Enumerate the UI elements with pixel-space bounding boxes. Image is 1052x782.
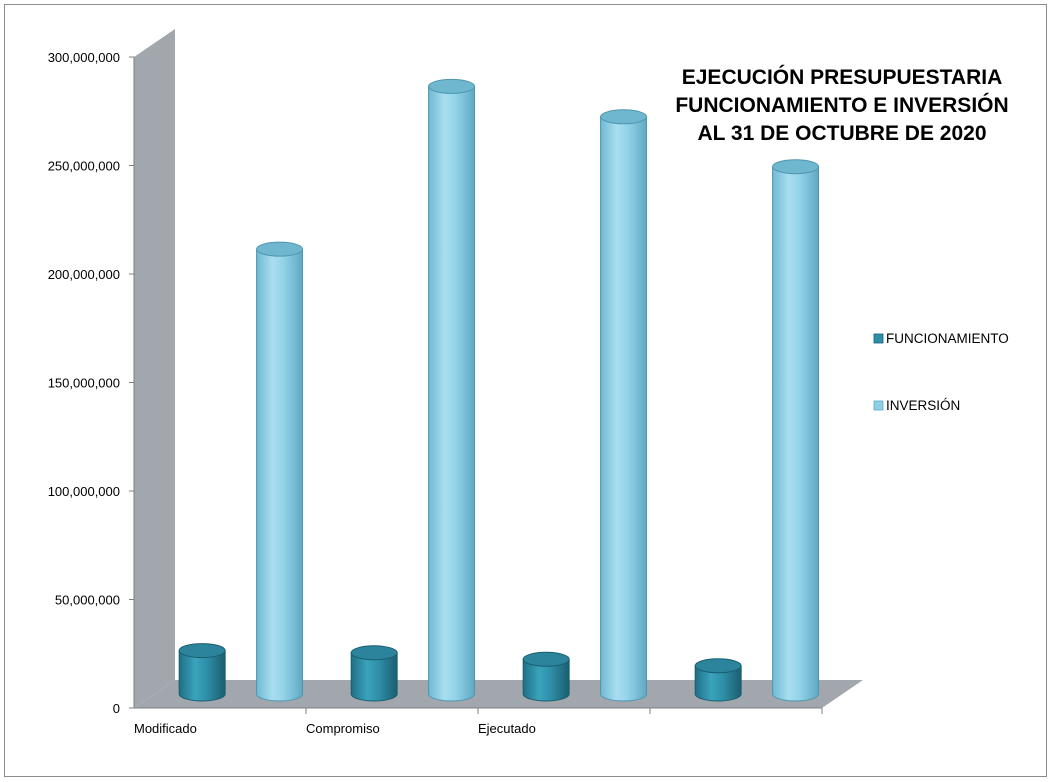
side-wall <box>134 29 175 708</box>
y-tick-label: 300,000,000 <box>48 50 120 65</box>
bar-inversion <box>256 241 304 702</box>
bar-body <box>694 665 742 702</box>
chart-title-line-1: EJECUCIÓN PRESUPUESTARIA <box>682 65 1003 89</box>
chart-title: EJECUCIÓN PRESUPUESTARIA FUNCIONAMIENTO … <box>675 65 1008 145</box>
bar-top <box>772 159 820 175</box>
bar-funcionamiento <box>694 658 742 702</box>
x-category-label: Compromiso <box>306 721 380 736</box>
bar-body <box>600 116 648 702</box>
bar-top <box>256 241 304 257</box>
bar-body <box>178 650 226 702</box>
legend-swatch-funcionamiento <box>873 333 884 344</box>
floor <box>134 680 863 708</box>
bar-body <box>350 652 398 702</box>
chart-title-line-2: FUNCIONAMIENTO E INVERSIÓN <box>675 93 1008 117</box>
y-axis: 0 50,000,000 100,000,000 150,000,000 200,000… <box>48 50 823 736</box>
bar-top <box>178 643 226 659</box>
bar-body <box>522 658 570 702</box>
x-category-label: Modificado <box>134 721 197 736</box>
bar-funcionamiento <box>522 651 570 702</box>
chart-title-line-3: AL 31 DE OCTUBRE DE 2020 <box>697 122 986 145</box>
legend-label-inversion: INVERSIÓN <box>886 398 960 413</box>
bar-top <box>350 645 398 661</box>
x-category-label: Ejecutado <box>478 721 536 736</box>
bar-top <box>600 109 648 125</box>
bar-funcionamiento <box>178 643 226 702</box>
bar-body <box>428 85 476 702</box>
legend-swatch-inversion <box>873 400 884 411</box>
y-tick-label: 200,000,000 <box>48 267 120 282</box>
bar-body <box>772 166 820 702</box>
y-tick-label: 250,000,000 <box>48 159 120 174</box>
bar-top <box>428 78 476 94</box>
legend-label-funcionamiento: FUNCIONAMIENTO <box>886 331 1009 346</box>
bar-inversion <box>600 109 648 702</box>
bar-top <box>522 651 570 667</box>
legend: FUNCIONAMIENTO INVERSIÓN <box>873 331 1009 413</box>
y-tick-label: 150,000,000 <box>48 376 120 391</box>
y-tick-label: 100,000,000 <box>48 484 120 499</box>
bar-body <box>256 248 304 702</box>
y-tick-label: 50,000,000 <box>55 593 120 608</box>
chart-frame <box>4 4 1047 777</box>
bars-group <box>178 78 820 702</box>
y-tick-label: 0 <box>113 701 120 716</box>
bar-inversion <box>428 78 476 702</box>
bar-inversion <box>772 159 820 702</box>
bar-funcionamiento <box>350 645 398 702</box>
bar-top <box>694 658 742 674</box>
chart-walls <box>134 29 863 708</box>
